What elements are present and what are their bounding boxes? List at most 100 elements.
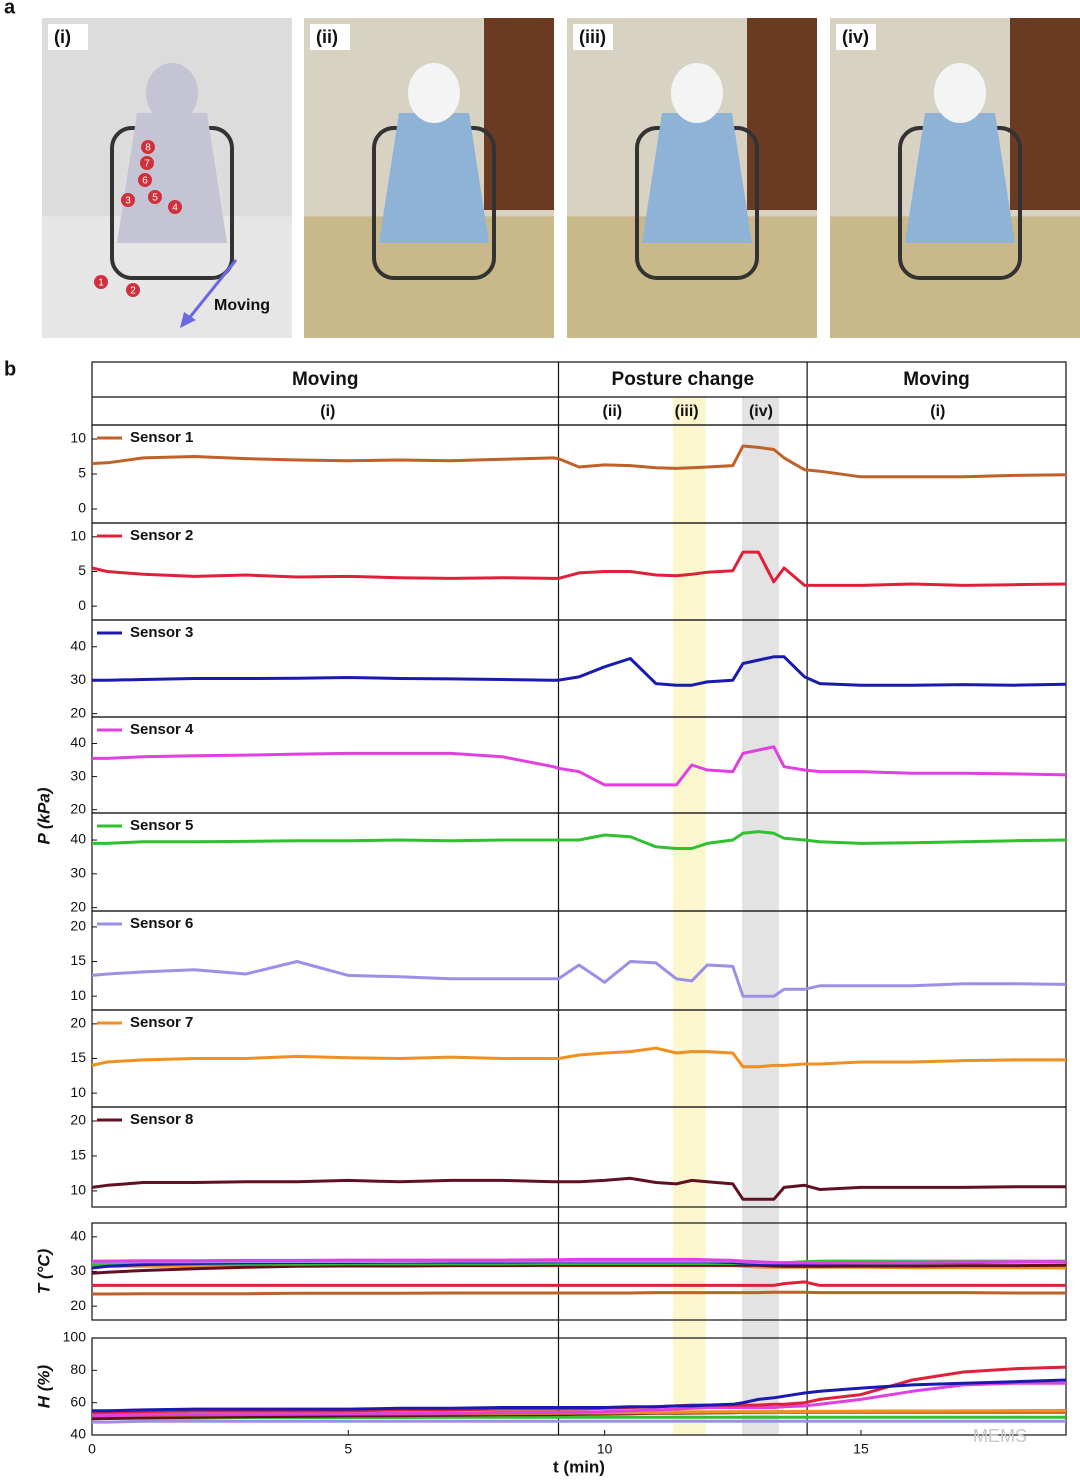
plot-frame	[91, 716, 1067, 814]
plot-frame	[91, 1337, 1067, 1436]
sensor-marker-label: 7	[144, 159, 150, 170]
y-tick-label: 20	[70, 1112, 86, 1128]
person-head	[408, 63, 460, 123]
data-line	[92, 655, 1067, 687]
data-line	[91, 1046, 1066, 1069]
photo-label-bg	[573, 24, 613, 50]
data-line	[91, 1176, 1066, 1201]
x-axis-label: t (min)	[553, 1457, 605, 1476]
person-head	[671, 63, 723, 123]
photo-label-bg	[836, 24, 876, 50]
plot-frame	[91, 424, 1067, 524]
data-line	[92, 1381, 1066, 1418]
y-tick-label: 20	[70, 1297, 86, 1313]
sensor-marker-label: 4	[172, 203, 178, 214]
data-line	[92, 1378, 1067, 1413]
x-tick-label: 5	[344, 1441, 352, 1457]
legend-label: Sensor 2	[130, 527, 193, 544]
legend-label: Sensor 3	[130, 624, 193, 641]
state-band	[672, 397, 706, 1435]
phase-label: Posture change	[612, 369, 755, 390]
arrow-head	[180, 312, 196, 328]
legend-label: Sensor 8	[130, 1111, 193, 1128]
legend-label: Sensor 5	[130, 817, 193, 834]
plot-frame	[91, 1106, 1067, 1208]
state-label: (i)	[930, 403, 945, 420]
data-line	[92, 1257, 1066, 1265]
person-body	[642, 113, 752, 243]
y-tick-label: 10	[70, 528, 86, 544]
y-tick-label: 5	[78, 562, 86, 578]
y-tick-label: 20	[70, 918, 86, 934]
sensor-marker	[121, 193, 135, 207]
photo-label: (ii)	[316, 27, 338, 47]
arrow-shaft	[184, 259, 238, 323]
sensor-marker-label: 6	[142, 176, 148, 187]
sensor-marker	[94, 275, 108, 289]
y-tick-label: 30	[70, 671, 86, 687]
y-tick-label: 10	[70, 430, 86, 446]
y-tick-label: 40	[70, 637, 86, 653]
y-axis-label: T (°C)	[34, 1248, 53, 1294]
photo-label-bg	[310, 24, 350, 50]
y-tick-label: 20	[70, 800, 86, 816]
sensor-marker	[126, 283, 140, 297]
data-line	[91, 1263, 1067, 1275]
x-tick-label: 10	[597, 1441, 613, 1457]
y-tick-label: 40	[70, 1228, 86, 1244]
y-tick-label: 20	[70, 898, 86, 914]
sensor-marker-label: 1	[98, 278, 104, 289]
y-tick-label: 60	[70, 1393, 86, 1409]
y-tick-label: 20	[70, 1015, 86, 1031]
plot-frame	[91, 619, 1067, 718]
data-line	[91, 960, 1067, 998]
photo: (iii)	[567, 18, 817, 338]
x-tick-label: 15	[853, 1441, 869, 1457]
photo-label: (i)	[54, 27, 71, 47]
panel-b-label: b	[4, 358, 16, 380]
plot-frame	[91, 812, 1067, 912]
legend-label: Sensor 1	[130, 429, 193, 446]
y-tick-label: 0	[78, 500, 86, 516]
photo: (iv)	[830, 18, 1080, 338]
state-label: (iii)	[675, 403, 699, 420]
legend-label: Sensor 7	[130, 1014, 193, 1031]
photo-label: (iii)	[579, 27, 606, 47]
person-body	[379, 113, 489, 243]
y-tick-label: 10	[70, 1084, 86, 1100]
y-tick-label: 40	[70, 734, 86, 750]
x-tick-label: 0	[88, 1441, 96, 1457]
pressure-axis-label: P (kPa)	[34, 787, 53, 844]
state-label: (i)	[320, 403, 335, 420]
plot-frame	[91, 910, 1067, 1011]
moving-label: Moving	[214, 297, 270, 314]
watermark: MEMS	[973, 1426, 1027, 1446]
sensor-marker	[168, 200, 182, 214]
y-tick-label: 15	[70, 1049, 86, 1065]
sensor-marker-label: 3	[125, 196, 131, 207]
y-tick-label: 30	[70, 1262, 86, 1278]
data-line	[92, 1280, 1066, 1287]
sensor-marker-label: 8	[145, 143, 151, 154]
state-label: (ii)	[603, 403, 623, 420]
data-line	[91, 550, 1067, 587]
data-line	[92, 830, 1067, 850]
photo-label: (iv)	[842, 27, 869, 47]
legend-label: Sensor 4	[130, 721, 194, 738]
data-line	[92, 1290, 1066, 1296]
sensor-marker-label: 2	[130, 286, 136, 297]
state-label: (iv)	[749, 403, 773, 420]
data-line	[92, 745, 1067, 787]
data-line	[91, 444, 1067, 479]
photo: (i)	[42, 18, 292, 338]
person-head	[146, 63, 198, 123]
y-tick-label: 100	[63, 1329, 87, 1345]
data-line	[92, 1419, 1066, 1424]
sensor-marker	[140, 156, 154, 170]
y-tick-label: 10	[70, 987, 86, 1003]
sensor-marker	[141, 140, 155, 154]
y-tick-label: 30	[70, 865, 86, 881]
y-tick-label: 40	[70, 1426, 86, 1442]
y-tick-label: 80	[70, 1361, 86, 1377]
